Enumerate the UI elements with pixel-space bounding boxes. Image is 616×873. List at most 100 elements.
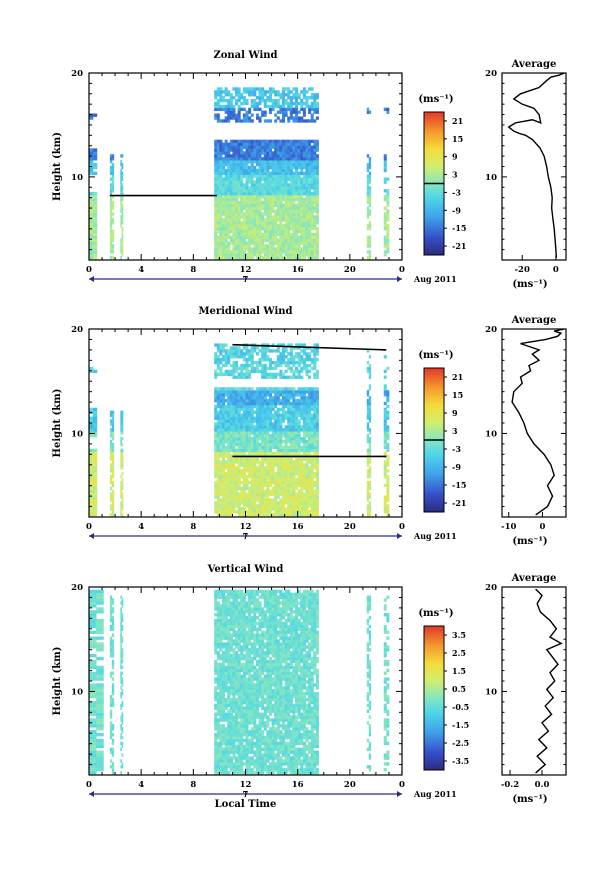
heatmap-cell xyxy=(235,407,239,412)
heatmap-cell xyxy=(308,107,312,112)
heatmap-cell xyxy=(263,475,267,479)
heatmap-cell xyxy=(287,387,291,391)
heatmap-cell xyxy=(224,104,228,109)
heatmap-cell xyxy=(89,759,97,763)
heatmap-cell xyxy=(227,352,231,356)
heatmap-cell xyxy=(248,407,252,412)
heatmap-cell xyxy=(242,489,246,493)
heatmap-cell xyxy=(263,448,267,453)
heatmap-cell xyxy=(109,431,113,435)
heatmap-cell xyxy=(250,238,254,242)
heatmap-cell xyxy=(284,107,288,112)
heatmap-cell xyxy=(368,486,372,491)
heatmap-cell xyxy=(279,186,283,190)
heatmap-cell xyxy=(263,416,267,420)
heatmap-cell xyxy=(284,256,288,260)
heatmap-cell xyxy=(313,498,317,502)
heatmap-cell xyxy=(266,119,270,123)
heatmap-cell xyxy=(287,431,291,435)
heatmap-cell xyxy=(111,472,115,476)
heatmap-cell xyxy=(297,221,301,225)
heatmap-cell xyxy=(224,110,228,114)
heatmap-cell xyxy=(308,398,312,403)
heatmap-cell xyxy=(263,168,267,173)
heatmap-cell xyxy=(276,139,280,144)
heatmap-cell xyxy=(253,244,257,248)
heatmap-cell xyxy=(308,469,312,473)
heatmap-cell xyxy=(227,101,231,106)
heatmap-cell xyxy=(271,171,275,175)
heatmap-cell xyxy=(89,238,94,242)
heatmap-cell xyxy=(245,212,249,216)
heatmap-cell xyxy=(386,366,390,371)
heatmap-cell xyxy=(289,504,293,508)
heatmap-cell xyxy=(383,369,387,374)
heatmap-cell xyxy=(289,483,293,488)
heatmap-cell xyxy=(253,437,257,441)
heatmap-cell xyxy=(235,498,239,502)
heatmap-cell xyxy=(245,346,249,350)
heatmap-cell xyxy=(313,387,317,391)
heatmap-cell xyxy=(276,410,280,414)
heatmap-cell xyxy=(284,148,288,152)
heatmap-cell xyxy=(308,189,312,193)
heatmap-cell xyxy=(224,256,228,260)
heatmap-cell xyxy=(216,442,220,447)
heatmap-cell xyxy=(263,358,267,362)
heatmap-cell xyxy=(263,247,267,251)
heatmap-cell xyxy=(279,360,283,365)
heatmap-cell xyxy=(315,466,319,470)
heatmap-cell xyxy=(224,180,228,184)
heatmap-cell xyxy=(237,398,241,403)
heatmap-cell xyxy=(308,154,312,158)
heatmap-cell xyxy=(386,404,390,409)
heatmap-cell xyxy=(222,343,226,347)
heatmap-cell xyxy=(248,498,252,502)
heatmap-cell xyxy=(368,475,372,479)
heatmap-cell xyxy=(121,253,124,257)
heatmap-cell xyxy=(366,215,370,219)
heatmap-cell xyxy=(255,483,259,488)
heatmap-cell xyxy=(313,98,317,103)
heatmap-cell xyxy=(263,431,267,435)
heatmap-cell xyxy=(268,186,272,190)
heatmap-cell xyxy=(287,101,291,106)
heatmap-cell xyxy=(276,460,280,464)
heatmap-cell xyxy=(216,194,220,199)
heatmap-cell xyxy=(250,360,254,365)
heatmap-cell xyxy=(310,145,314,149)
heatmap-cell xyxy=(295,197,299,202)
heatmap-cell xyxy=(287,398,291,403)
heatmap-cell xyxy=(366,360,370,365)
heatmap-cell xyxy=(276,431,280,435)
heatmap-cell xyxy=(300,200,304,205)
heatmap-cell xyxy=(111,445,115,450)
heatmap-cell xyxy=(219,483,223,488)
heatmap-cell xyxy=(295,215,299,219)
heatmap-cell xyxy=(271,463,275,467)
heatmap-cell xyxy=(237,472,241,476)
heatmap-cell xyxy=(261,189,265,193)
heatmap-cell xyxy=(315,513,319,517)
heatmap-cell xyxy=(313,221,317,225)
heatmap-cell xyxy=(235,477,239,482)
heatmap-cell xyxy=(268,407,272,412)
heatmap-cell xyxy=(242,206,246,210)
heatmap-cell xyxy=(222,355,226,359)
heatmap-cell xyxy=(279,235,283,239)
heatmap-cell xyxy=(287,221,291,225)
heatmap-cell xyxy=(302,363,306,368)
profile-x-label: (ms⁻¹) xyxy=(512,279,547,290)
heatmap-cell xyxy=(111,475,115,479)
heatmap-cell xyxy=(263,366,267,371)
heatmap-cell xyxy=(245,154,249,158)
heatmap-cell xyxy=(386,232,390,237)
heatmap-cell xyxy=(248,212,252,216)
heatmap-cell xyxy=(255,442,259,447)
heatmap-cell xyxy=(263,104,267,109)
heatmap-cell xyxy=(121,495,124,499)
heatmap-cell xyxy=(263,398,267,403)
heatmap-cell xyxy=(313,513,317,517)
heatmap-cell xyxy=(276,422,280,426)
heatmap-cell xyxy=(258,142,262,146)
